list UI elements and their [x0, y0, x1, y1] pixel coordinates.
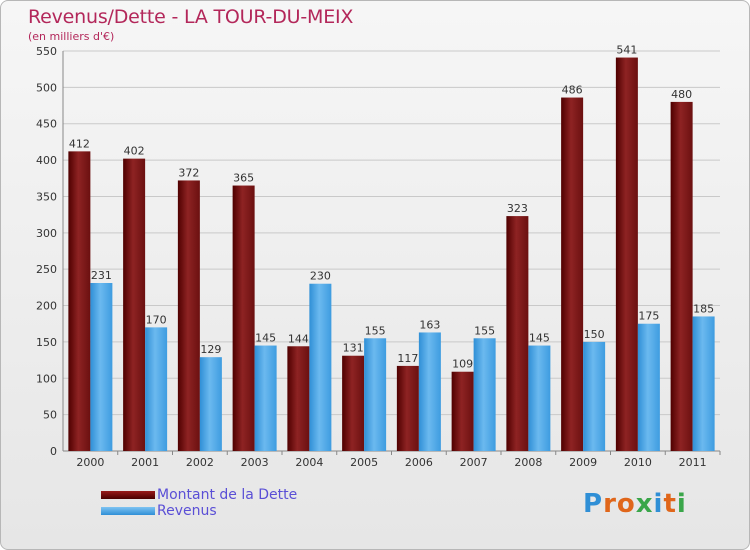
bar-debt [451, 371, 474, 451]
y-tick-label: 500 [36, 81, 57, 94]
logo-letter: i [653, 489, 664, 519]
y-tick-label: 450 [36, 118, 57, 131]
x-tick-label: 2005 [350, 456, 378, 469]
data-label-debt: 117 [397, 352, 418, 365]
data-label-debt: 541 [616, 44, 637, 57]
y-tick-label: 0 [50, 445, 57, 458]
y-tick-label: 300 [36, 227, 57, 240]
x-tick-label: 2010 [624, 456, 652, 469]
y-tick-label: 350 [36, 190, 57, 203]
bar-revenue [473, 338, 496, 451]
data-label-revenue: 129 [200, 343, 221, 356]
bar-revenue [199, 357, 222, 451]
x-tick-label: 2001 [131, 456, 159, 469]
x-tick-label: 2003 [241, 456, 269, 469]
bar-revenue [583, 341, 606, 451]
data-label-debt: 323 [507, 202, 528, 215]
legend-swatch-revenue [101, 507, 155, 515]
logo-letter: r [603, 489, 617, 519]
bar-revenue [528, 345, 551, 451]
x-tick-label: 2000 [76, 456, 104, 469]
data-label-debt: 412 [69, 137, 90, 150]
data-label-revenue: 170 [146, 313, 167, 326]
bar-debt [123, 158, 146, 452]
x-tick-label: 2006 [405, 456, 433, 469]
bar-revenue [364, 338, 387, 451]
bar-debt [561, 97, 584, 451]
data-label-revenue: 150 [584, 328, 605, 341]
bar-debt [670, 101, 693, 451]
bar-revenue [145, 327, 168, 451]
y-tick-label: 250 [36, 263, 57, 276]
x-tick-label: 2008 [514, 456, 542, 469]
y-tick-label: 150 [36, 336, 57, 349]
bar-debt [177, 180, 200, 452]
data-label-debt: 486 [562, 84, 583, 97]
bar-debt [232, 185, 255, 451]
logo-letter: t [663, 489, 677, 519]
data-label-revenue: 185 [693, 302, 714, 315]
y-tick-label: 400 [36, 154, 57, 167]
bar-debt [68, 151, 91, 451]
data-label-debt: 131 [343, 342, 364, 355]
legend-label-revenue: Revenus [157, 503, 217, 519]
data-label-revenue: 145 [529, 332, 550, 345]
data-label-revenue: 230 [310, 270, 331, 283]
logo-letter: P [583, 489, 604, 519]
data-label-revenue: 231 [91, 269, 112, 282]
x-tick-label: 2004 [295, 456, 323, 469]
bar-revenue [254, 345, 277, 451]
bar-debt [396, 365, 419, 451]
logo-letter: i [676, 489, 687, 519]
x-tick-label: 2002 [186, 456, 214, 469]
data-label-debt: 402 [124, 145, 145, 158]
chart-subtitle: (en milliers d'€) [28, 30, 115, 43]
bar-revenue [418, 332, 441, 451]
x-tick-label: 2007 [460, 456, 488, 469]
logo-letter: x [635, 489, 654, 519]
data-label-debt: 109 [452, 358, 473, 371]
data-label-debt: 372 [178, 166, 199, 179]
bar-revenue [637, 323, 660, 451]
x-tick-label: 2011 [679, 456, 707, 469]
bar-debt [615, 57, 638, 451]
proxiti-logo: Proxiti [583, 489, 687, 519]
data-label-revenue: 155 [365, 324, 386, 337]
y-tick-label: 550 [36, 45, 57, 58]
bar-revenue [692, 316, 715, 451]
x-tick-label: 2009 [569, 456, 597, 469]
data-label-debt: 365 [233, 172, 254, 185]
logo-letter: o [616, 489, 636, 519]
bar-revenue [309, 283, 332, 451]
bar-revenue [90, 283, 113, 451]
data-label-revenue: 163 [419, 318, 440, 331]
data-label-debt: 144 [288, 332, 309, 345]
bar-debt [287, 346, 310, 451]
data-label-revenue: 145 [255, 332, 276, 345]
y-tick-label: 100 [36, 372, 57, 385]
chart-title: Revenus/Dette - LA TOUR-DU-MEIX [28, 6, 354, 28]
data-label-revenue: 155 [474, 324, 495, 337]
data-label-debt: 480 [671, 88, 692, 101]
y-tick-label: 200 [36, 300, 57, 313]
bar-debt [342, 355, 365, 451]
legend-swatch-debt [101, 491, 155, 499]
y-tick-label: 50 [43, 409, 57, 422]
bar-debt [506, 216, 529, 451]
legend-label-debt: Montant de la Dette [157, 487, 298, 503]
data-label-revenue: 175 [638, 310, 659, 323]
